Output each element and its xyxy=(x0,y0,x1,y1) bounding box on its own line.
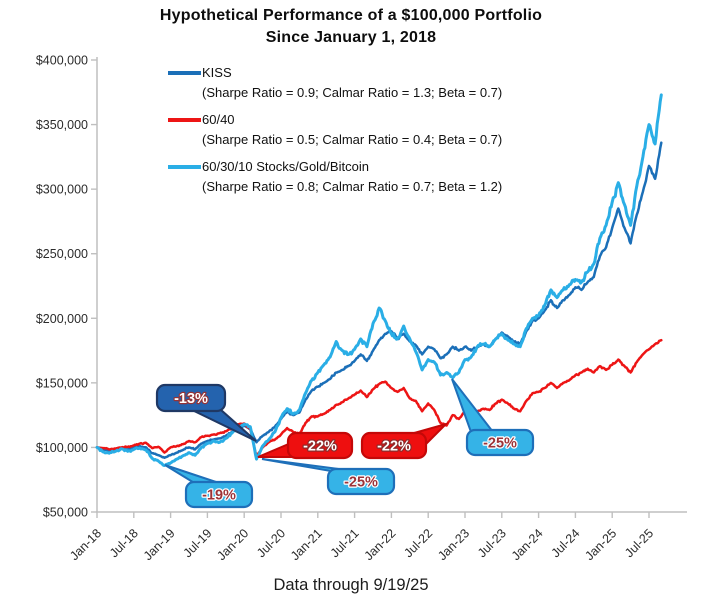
y-axis-label: $250,000 xyxy=(36,247,88,261)
callout-pointer xyxy=(451,378,496,433)
x-axis-label: Jan-23 xyxy=(435,526,472,563)
page-subtitle: Since January 1, 2018 xyxy=(265,29,437,46)
series-line-60-30-10-stocks-gold-bitcoin xyxy=(95,93,663,467)
x-axis-label: Jul-21 xyxy=(328,526,362,560)
page-title: Hypothetical Performance of a $100,000 P… xyxy=(159,7,543,24)
y-axis-label: $100,000 xyxy=(36,441,88,455)
callout-label: -19% xyxy=(202,488,236,504)
callout-label: -25% xyxy=(483,436,517,452)
x-axis-label: Jul-25 xyxy=(622,526,656,560)
callout-label: -22% xyxy=(377,439,411,455)
x-axis-label: Jan-20 xyxy=(214,526,251,563)
callout-box xyxy=(286,431,354,460)
callout-box xyxy=(184,480,254,509)
legend-item-stats: (Sharpe Ratio = 0.8; Calmar Ratio = 0.7;… xyxy=(202,179,503,194)
callout-label: -22% xyxy=(303,439,337,455)
callout-minus-25pct: -25% xyxy=(261,458,396,496)
legend-item-stats: (Sharpe Ratio = 0.5; Calmar Ratio = 0.4;… xyxy=(202,132,503,147)
x-axis-label: Jan-25 xyxy=(582,526,619,563)
x-axis-label: Jul-18 xyxy=(107,526,141,560)
y-axis-label: $350,000 xyxy=(36,118,88,132)
x-axis-label: Jan-18 xyxy=(67,526,104,563)
x-axis-label: Jul-24 xyxy=(549,526,583,560)
y-axis-label: $150,000 xyxy=(36,376,88,390)
x-axis-label: Jul-20 xyxy=(254,526,288,560)
x-axis-label: Jan-21 xyxy=(288,526,325,563)
callout-box xyxy=(465,428,535,457)
x-axis-label: Jul-19 xyxy=(181,526,215,560)
legend: KISS (Sharpe Ratio = 0.9; Calmar Ratio =… xyxy=(168,63,502,204)
y-axis-label: $300,000 xyxy=(36,183,88,197)
callout-box xyxy=(326,467,396,496)
legend-item-kiss: KISS (Sharpe Ratio = 0.9; Calmar Ratio =… xyxy=(168,63,502,102)
legend-item-stats: (Sharpe Ratio = 0.9; Calmar Ratio = 1.3;… xyxy=(202,85,503,100)
y-axis-label: $400,000 xyxy=(36,54,88,68)
callout-label: -25% xyxy=(344,475,378,491)
callout-box xyxy=(155,383,227,413)
x-axis-label: Jul-22 xyxy=(401,526,435,560)
y-axis-label: $200,000 xyxy=(36,312,88,326)
callout-minus-25pct: -25% xyxy=(451,378,535,457)
legend-item-60-30-10: 60/30/10 Stocks/Gold/Bitcoin (Sharpe Rat… xyxy=(168,157,502,196)
callout-minus-22pct: -22% xyxy=(360,421,450,460)
callout-minus-19pct: -19% xyxy=(164,464,254,509)
footer-note: Data through 9/19/25 xyxy=(273,576,429,594)
series-line-kiss xyxy=(95,141,663,460)
legend-color-swatch-60-40 xyxy=(168,118,201,122)
y-axis-label: $50,000 xyxy=(43,506,88,520)
x-axis-label: Jan-19 xyxy=(141,526,178,563)
x-axis-label: Jul-23 xyxy=(475,526,509,560)
callout-minus-13pct: -13% xyxy=(155,383,257,442)
legend-item-label: 60/40 xyxy=(202,112,235,127)
legend-color-swatch-60-30-10 xyxy=(168,165,201,169)
legend-item-label: KISS xyxy=(202,65,232,80)
series-line-60-40 xyxy=(95,338,663,458)
x-axis-label: Jan-22 xyxy=(362,526,399,563)
x-axis-label: Jan-24 xyxy=(509,526,546,563)
legend-item-60-40: 60/40 (Sharpe Ratio = 0.5; Calmar Ratio … xyxy=(168,110,502,149)
legend-color-swatch-kiss xyxy=(168,71,201,75)
callout-minus-22pct: -22% xyxy=(257,431,354,460)
legend-item-label: 60/30/10 Stocks/Gold/Bitcoin xyxy=(202,159,369,174)
callout-label: -13% xyxy=(174,391,208,407)
callout-box xyxy=(360,431,428,460)
